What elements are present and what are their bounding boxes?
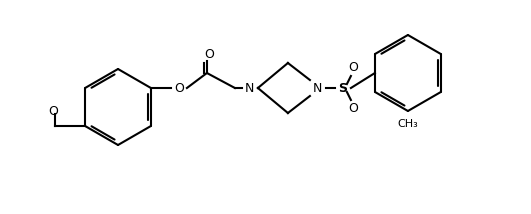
Text: O: O — [348, 102, 358, 115]
Text: CH₃: CH₃ — [398, 119, 418, 129]
Text: O: O — [174, 82, 184, 95]
Text: O: O — [204, 48, 214, 61]
Text: N: N — [313, 82, 323, 95]
Text: O: O — [48, 105, 58, 118]
Text: S: S — [338, 82, 347, 95]
Text: N: N — [245, 82, 254, 95]
Text: O: O — [348, 61, 358, 74]
